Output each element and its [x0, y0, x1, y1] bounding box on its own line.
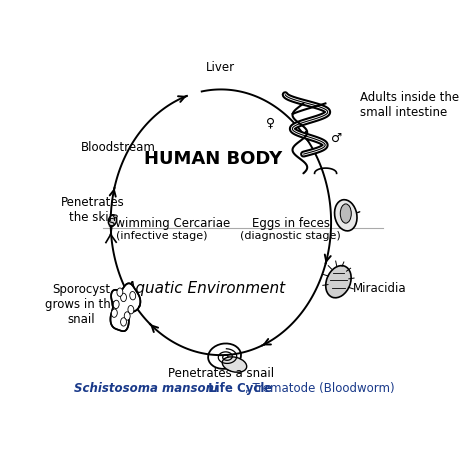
- Text: ♂: ♂: [331, 132, 342, 145]
- Text: HUMAN BODY: HUMAN BODY: [145, 150, 283, 168]
- Ellipse shape: [335, 200, 357, 231]
- Text: Penetrates
the skin: Penetrates the skin: [61, 196, 124, 224]
- Ellipse shape: [111, 309, 117, 317]
- Ellipse shape: [222, 357, 246, 372]
- Ellipse shape: [326, 266, 351, 298]
- Text: Eggs in feces: Eggs in feces: [252, 217, 330, 230]
- Text: Adults inside the
small intestine: Adults inside the small intestine: [360, 91, 460, 119]
- Ellipse shape: [120, 293, 127, 301]
- Text: (infective stage): (infective stage): [116, 231, 208, 241]
- Text: Life Cycle: Life Cycle: [204, 382, 273, 395]
- Text: Bloodstream: Bloodstream: [81, 141, 155, 153]
- Text: (diagnostic stage): (diagnostic stage): [240, 231, 341, 241]
- Text: Sporocyst
grows in the
snail: Sporocyst grows in the snail: [45, 283, 118, 326]
- Text: Schistosoma mansoni: Schistosoma mansoni: [74, 382, 218, 395]
- Text: ♀: ♀: [266, 116, 275, 129]
- Ellipse shape: [109, 215, 117, 226]
- Text: , Trematode (Bloodworm): , Trematode (Bloodworm): [245, 382, 394, 395]
- Text: Swimming Cercariae: Swimming Cercariae: [109, 217, 230, 230]
- Ellipse shape: [114, 215, 117, 218]
- Ellipse shape: [128, 306, 134, 314]
- Ellipse shape: [120, 318, 127, 326]
- Ellipse shape: [113, 300, 119, 309]
- Ellipse shape: [117, 288, 123, 296]
- Polygon shape: [110, 283, 140, 331]
- Text: Liver: Liver: [206, 61, 236, 74]
- Ellipse shape: [340, 204, 351, 223]
- Text: Penetrates a snail: Penetrates a snail: [168, 367, 274, 380]
- Ellipse shape: [124, 312, 130, 320]
- Ellipse shape: [130, 291, 136, 300]
- Text: Miracidia: Miracidia: [353, 282, 407, 295]
- Text: Aquatic Environment: Aquatic Environment: [126, 281, 286, 296]
